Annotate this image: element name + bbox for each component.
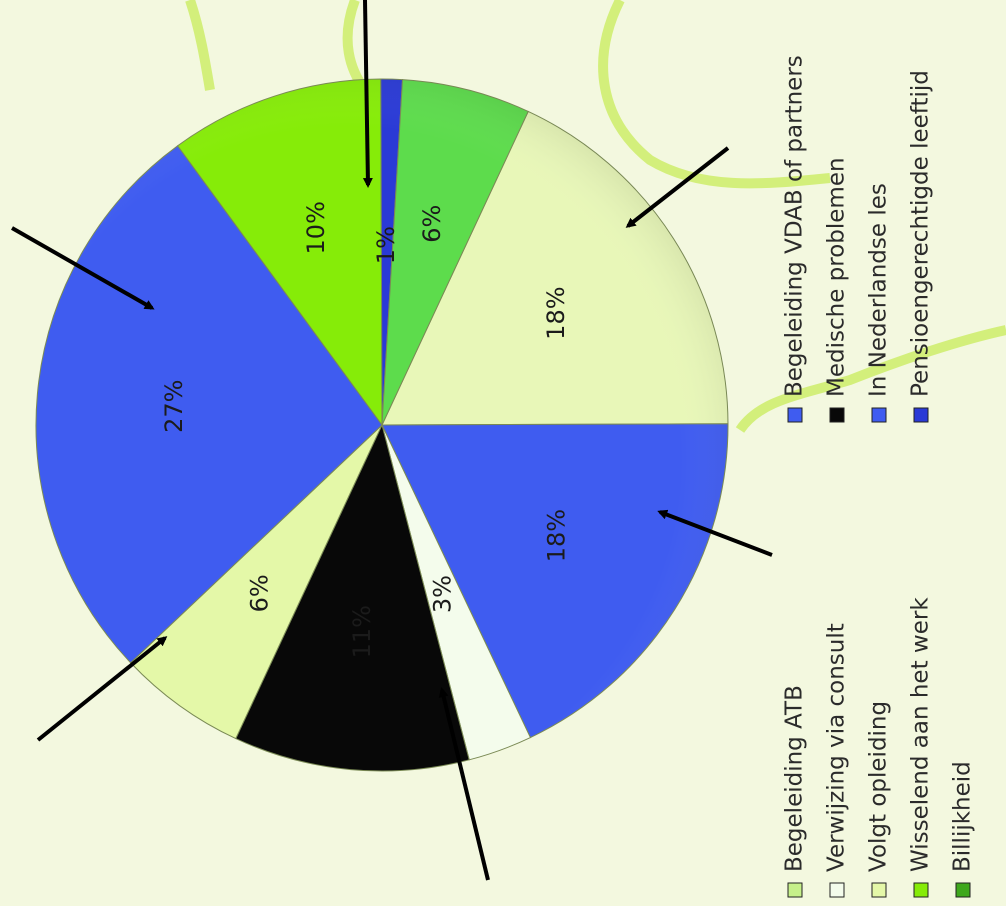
pie-label-4: 11% <box>348 605 376 658</box>
pie-label-9: 6% <box>418 205 446 243</box>
pie-label-8: 1% <box>372 226 400 264</box>
pie-shading <box>36 79 728 771</box>
pie-label-3: 3% <box>429 575 457 613</box>
legend: Begeleiding VDAB of partners Medische pro… <box>782 55 976 898</box>
legend-swatch <box>913 882 929 898</box>
legend-label: Begeleiding VDAB of partners <box>782 55 808 397</box>
pie-label-5: 6% <box>246 574 274 612</box>
pie-label-6: 27% <box>160 380 188 433</box>
legend-swatch <box>787 882 803 898</box>
legend-swatch <box>871 882 887 898</box>
legend-swatch <box>829 882 845 898</box>
arrow-bottom <box>438 687 490 881</box>
pointer-arrows <box>11 0 773 881</box>
arrow-lower-left <box>36 636 168 742</box>
legend-swatch <box>871 407 887 423</box>
legend-swatch <box>913 407 929 423</box>
legend-label: In Nederlandse les <box>866 183 892 397</box>
legend-swatch <box>955 882 971 898</box>
pie-label-1: 18% <box>542 286 570 339</box>
pie-labels: 18% 18% 3% 11% 6% 27% 10% 1% 6% <box>160 201 570 658</box>
legend-label: Billijkheid <box>950 761 976 872</box>
legend-label: Verwijzing via consult <box>824 623 850 872</box>
legend-label: Begeleiding ATB <box>782 685 808 872</box>
legend-label: Medische problemen <box>824 157 850 397</box>
arrow-top <box>362 0 373 188</box>
arrow-upper-left <box>11 226 155 310</box>
arrow-upper-right <box>625 146 730 228</box>
arrow-lower-right <box>657 509 773 557</box>
legend-swatch <box>787 407 803 423</box>
pie-label-2: 18% <box>543 509 571 562</box>
legend-label: Pensioengerechtigde leeftijd <box>908 70 934 397</box>
legend-swatch <box>829 407 845 423</box>
pie-label-7: 10% <box>302 201 330 254</box>
legend-label: Volgt opleiding <box>866 701 892 872</box>
legend-label: Wisselend aan het werk <box>908 597 934 872</box>
